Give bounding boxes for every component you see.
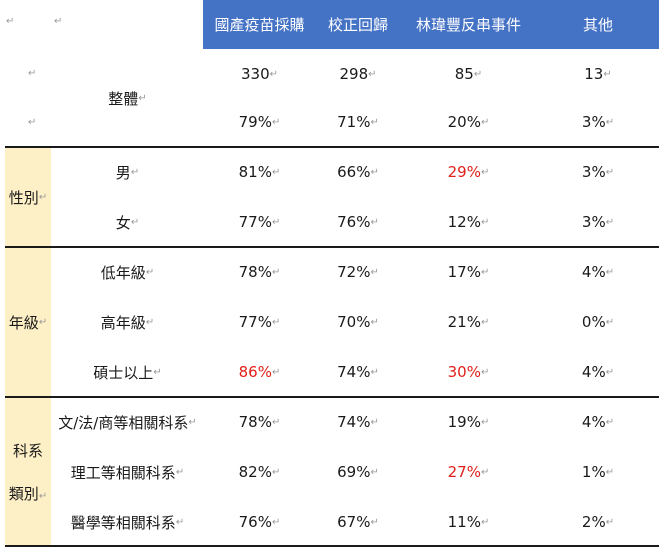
overall-count: 330 ↵: [240, 65, 279, 83]
group-label-grade: 年級 ↵: [8, 313, 48, 332]
table-cell: 82% ↵: [238, 463, 281, 481]
group-divider: [5, 146, 659, 148]
group-label-dept: 科系 類別↵: [8, 441, 48, 503]
row-label: 理工等相關科系 ↵: [70, 463, 185, 482]
overall-count: 298 ↵: [339, 65, 377, 83]
overall-count: 13 ↵: [584, 65, 612, 83]
group-divider: [5, 545, 659, 547]
row-label: 低年級 ↵: [100, 263, 155, 282]
table-cell: 3% ↵: [581, 163, 615, 181]
row-label: 男 ↵: [115, 163, 140, 182]
header-col-incident: 林瑋豐反串事件: [400, 0, 537, 49]
table-cell: 74% ↵: [337, 363, 379, 381]
row-label: 高年級 ↵: [100, 313, 155, 332]
table-cell: 78% ↵: [238, 263, 281, 281]
overall-percent: 20% ↵: [447, 113, 490, 131]
row-label: 醫學等相關科系 ↵: [70, 513, 185, 532]
table-cell: 86% ↵: [238, 363, 281, 381]
overall-count: 85 ↵: [454, 65, 483, 83]
group-divider: [5, 246, 659, 248]
table-cell: 70% ↵: [337, 313, 379, 331]
table-cell: 67% ↵: [337, 513, 379, 531]
paragraph-mark: ↵: [28, 68, 37, 79]
table-cell: 1% ↵: [581, 463, 615, 481]
table-cell: 69% ↵: [337, 463, 379, 481]
table-cell: 2% ↵: [581, 513, 615, 531]
paragraph-mark: ↵: [54, 16, 63, 27]
table-cell: 19% ↵: [447, 413, 490, 431]
table-cell: 27% ↵: [447, 463, 490, 481]
table-cell: 0% ↵: [581, 313, 615, 331]
header-col-other: 其他: [537, 0, 659, 49]
header-col-vaccine: 國產疫苗採購: [203, 0, 316, 49]
paragraph-mark: ↵: [6, 16, 15, 27]
table-cell: 72% ↵: [337, 263, 379, 281]
table-cell: 76% ↵: [337, 213, 379, 231]
table-cell: 17% ↵: [447, 263, 490, 281]
row-label: 碩士以上 ↵: [93, 363, 162, 382]
table-cell: 29% ↵: [447, 163, 490, 181]
table-cell: 3% ↵: [581, 213, 615, 231]
group-label-bg: [5, 148, 51, 246]
paragraph-mark: ↵: [28, 117, 37, 128]
table-cell: 78% ↵: [238, 413, 281, 431]
table-cell: 76% ↵: [238, 513, 281, 531]
table-cell: 81% ↵: [238, 163, 281, 181]
row-label-overall: 整體 ↵: [108, 89, 147, 108]
table-cell: 74% ↵: [337, 413, 379, 431]
group-label-gender: 性別 ↵: [8, 188, 48, 207]
header-col-correction: 校正回歸: [316, 0, 400, 49]
table-cell: 4% ↵: [581, 413, 615, 431]
group-label-bg: [5, 398, 51, 545]
overall-percent: 71% ↵: [337, 113, 379, 131]
table-cell: 11% ↵: [447, 513, 490, 531]
overall-percent: 3% ↵: [581, 113, 615, 131]
table-cell: 77% ↵: [238, 213, 281, 231]
row-label: 文/法/商等相關科系 ↵: [58, 413, 197, 432]
table-cell: 30% ↵: [447, 363, 490, 381]
table-cell: 4% ↵: [581, 263, 615, 281]
table-cell: 21% ↵: [447, 313, 490, 331]
overall-percent: 79% ↵: [238, 113, 281, 131]
row-label: 女 ↵: [115, 213, 140, 232]
group-label-bg: [5, 248, 51, 396]
table-cell: 66% ↵: [337, 163, 379, 181]
table-cell: 4% ↵: [581, 363, 615, 381]
table-cell: 77% ↵: [238, 313, 281, 331]
table-cell: 12% ↵: [447, 213, 490, 231]
group-divider: [5, 396, 659, 398]
